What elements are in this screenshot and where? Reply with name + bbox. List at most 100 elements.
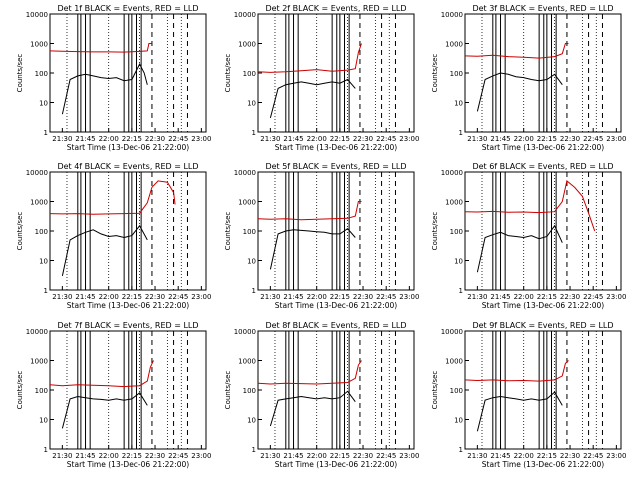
y-tick-label: 10 [39, 100, 48, 108]
series-events [61, 392, 148, 429]
x-tick-label: 21:30 [52, 135, 72, 143]
x-tick-label: 23:00 [191, 452, 211, 460]
plot-frame [49, 171, 207, 291]
y-tick-label: 10000 [234, 11, 256, 19]
x-tick-label: 21:45 [75, 135, 95, 143]
x-tick-label: 22:00 [307, 452, 327, 460]
x-tick-label: 22:45 [376, 293, 396, 301]
y-tick-label: 1 [459, 287, 463, 295]
y-tick-label: 1000 [30, 358, 48, 366]
y-tick-label: 1000 [30, 41, 48, 49]
x-tick-label: 22:45 [168, 135, 188, 143]
y-tick-label: 1000 [238, 199, 256, 207]
x-tick-label: 22:30 [145, 135, 165, 143]
x-tick-label: 23:00 [606, 293, 626, 301]
x-tick-label: 22:15 [122, 135, 142, 143]
x-tick-label: 22:45 [376, 135, 396, 143]
x-axis-label: Start Time (13-Dec-06 21:22:00) [67, 460, 189, 469]
series-lld [257, 360, 362, 385]
plot-frame [257, 13, 415, 133]
x-tick-label: 23:00 [191, 135, 211, 143]
panel-det-9f: Det 9f BLACK = Events, RED = LLD 1 10 100 10… [431, 321, 626, 469]
panel-det-1f: Det 1f BLACK = Events, RED = LLD 1 10 100 10… [16, 4, 211, 152]
x-tick-label: 22:45 [168, 293, 188, 301]
x-tick-label: 22:00 [99, 452, 119, 460]
y-tick-label: 1000 [445, 358, 463, 366]
x-tick-label: 22:00 [307, 135, 327, 143]
x-axis-label: Start Time (13-Dec-06 21:22:00) [67, 301, 189, 310]
x-axis-label: Start Time (13-Dec-06 21:22:00) [275, 460, 397, 469]
y-tick-label: 1000 [445, 41, 463, 49]
panel-title: Det 4f BLACK = Events, RED = LLD [57, 162, 198, 171]
panel-title: Det 8f BLACK = Events, RED = LLD [265, 321, 406, 330]
x-tick-label: 22:45 [583, 135, 603, 143]
x-tick-label: 22:30 [145, 293, 165, 301]
x-tick-label: 21:45 [283, 293, 303, 301]
y-tick-label: 10000 [26, 169, 48, 177]
y-tick-label: 10000 [441, 169, 463, 177]
x-tick-label: 22:45 [583, 452, 603, 460]
y-tick-label: 1000 [238, 358, 256, 366]
x-tick-label: 21:30 [467, 135, 487, 143]
y-tick-label: 100 [35, 70, 48, 78]
x-tick-label: 22:30 [145, 452, 165, 460]
series-lld [49, 43, 152, 53]
x-tick-label: 23:00 [606, 135, 626, 143]
y-tick-label: 10 [39, 417, 48, 425]
y-tick-label: 10 [39, 258, 48, 266]
x-tick-label: 22:00 [514, 452, 534, 460]
series-lld [257, 43, 362, 73]
x-tick-label: 22:00 [99, 293, 119, 301]
series-events [476, 391, 563, 432]
x-tick-label: 22:15 [537, 452, 557, 460]
x-tick-label: 22:30 [353, 135, 373, 143]
x-tick-label: 23:00 [399, 293, 419, 301]
panel-title: Det 9f BLACK = Events, RED = LLD [472, 321, 613, 330]
x-tick-label: 21:30 [52, 452, 72, 460]
x-tick-label: 22:00 [99, 135, 119, 143]
series-events [269, 78, 356, 119]
panel-title: Det 6f BLACK = Events, RED = LLD [472, 162, 613, 171]
x-tick-label: 22:45 [376, 452, 396, 460]
y-tick-label: 10 [454, 417, 463, 425]
y-tick-label: 100 [450, 387, 463, 395]
x-tick-label: 21:30 [52, 293, 72, 301]
x-tick-label: 22:45 [168, 452, 188, 460]
series-lld [464, 179, 596, 232]
panel-title: Det 3f BLACK = Events, RED = LLD [472, 4, 613, 13]
panel-det-8f: Det 8f BLACK = Events, RED = LLD 1 10 100 10… [224, 321, 419, 469]
x-tick-label: 23:00 [606, 452, 626, 460]
y-tick-label: 10 [454, 258, 463, 266]
y-tick-label: 10000 [26, 11, 48, 19]
x-tick-label: 21:45 [490, 135, 510, 143]
y-tick-label: 1 [459, 446, 463, 454]
y-tick-label: 10000 [441, 328, 463, 336]
x-tick-label: 21:30 [260, 135, 280, 143]
plot-frame [257, 171, 415, 291]
panel-det-3f: Det 3f BLACK = Events, RED = LLD 1 10 100 10… [431, 4, 626, 152]
y-axis-label: Counts/sec [224, 212, 232, 251]
y-axis-label: Counts/sec [16, 371, 24, 410]
x-tick-label: 21:45 [490, 452, 510, 460]
plot-frame [257, 330, 415, 450]
y-axis-label: Counts/sec [431, 54, 439, 93]
y-tick-label: 10000 [441, 11, 463, 19]
y-tick-label: 1 [252, 287, 256, 295]
x-tick-label: 22:15 [330, 293, 350, 301]
series-events [476, 72, 563, 112]
y-tick-label: 1 [44, 129, 48, 137]
x-tick-label: 21:45 [283, 452, 303, 460]
x-tick-label: 21:45 [283, 135, 303, 143]
panel-title: Det 5f BLACK = Events, RED = LLD [265, 162, 406, 171]
y-tick-label: 1000 [238, 41, 256, 49]
plot-frame [49, 13, 207, 133]
x-tick-label: 21:45 [75, 293, 95, 301]
series-lld [257, 201, 362, 221]
x-axis-label: Start Time (13-Dec-06 21:22:00) [67, 143, 189, 152]
x-axis-label: Start Time (13-Dec-06 21:22:00) [482, 301, 604, 310]
x-tick-label: 22:00 [307, 293, 327, 301]
x-axis-label: Start Time (13-Dec-06 21:22:00) [482, 143, 604, 152]
y-tick-label: 1000 [445, 199, 463, 207]
x-tick-label: 22:00 [514, 293, 534, 301]
